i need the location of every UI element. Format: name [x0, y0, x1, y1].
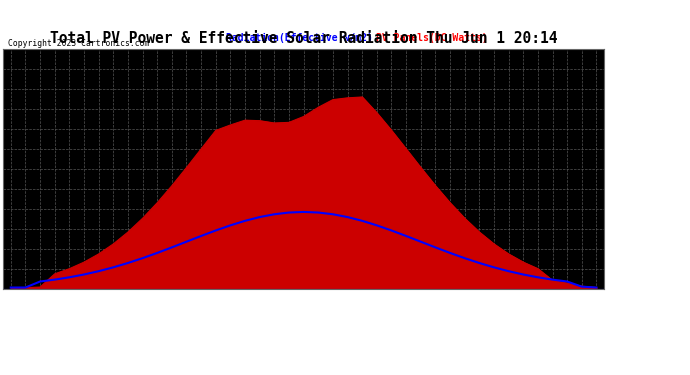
Text: Radiation(Effective w/m2): Radiation(Effective w/m2) [226, 33, 373, 43]
Title: Total PV Power & Effective Solar Radiation Thu Jun 1 20:14: Total PV Power & Effective Solar Radiati… [50, 31, 558, 46]
Text: PV Panels(DC Watts): PV Panels(DC Watts) [375, 33, 487, 43]
Text: Copyright 2023 Cartronics.com: Copyright 2023 Cartronics.com [8, 39, 150, 48]
